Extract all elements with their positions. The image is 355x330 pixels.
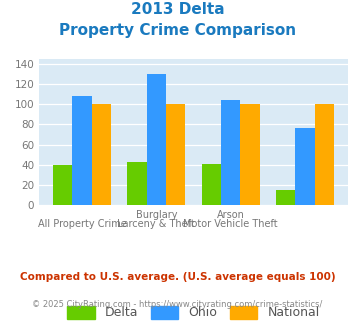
Text: Burglary: Burglary — [136, 210, 177, 219]
Bar — [221, 100, 240, 205]
Bar — [72, 96, 92, 205]
Text: 2013 Delta: 2013 Delta — [131, 2, 224, 16]
Bar — [240, 105, 260, 205]
Text: All Property Crime: All Property Crime — [38, 219, 126, 229]
Legend: Delta, Ohio, National: Delta, Ohio, National — [62, 301, 324, 324]
Bar — [202, 164, 221, 205]
Bar — [166, 105, 185, 205]
Bar — [276, 189, 295, 205]
Text: Property Crime Comparison: Property Crime Comparison — [59, 23, 296, 38]
Bar — [92, 105, 111, 205]
Bar — [315, 105, 334, 205]
Bar — [127, 162, 147, 205]
Text: Motor Vehicle Theft: Motor Vehicle Theft — [183, 219, 278, 229]
Bar — [295, 128, 315, 205]
Bar — [147, 75, 166, 205]
Text: Arson: Arson — [217, 210, 245, 219]
Text: Larceny & Theft: Larceny & Theft — [118, 219, 195, 229]
Text: Compared to U.S. average. (U.S. average equals 100): Compared to U.S. average. (U.S. average … — [20, 272, 335, 282]
Text: © 2025 CityRating.com - https://www.cityrating.com/crime-statistics/: © 2025 CityRating.com - https://www.city… — [32, 300, 323, 309]
Bar — [53, 165, 72, 205]
